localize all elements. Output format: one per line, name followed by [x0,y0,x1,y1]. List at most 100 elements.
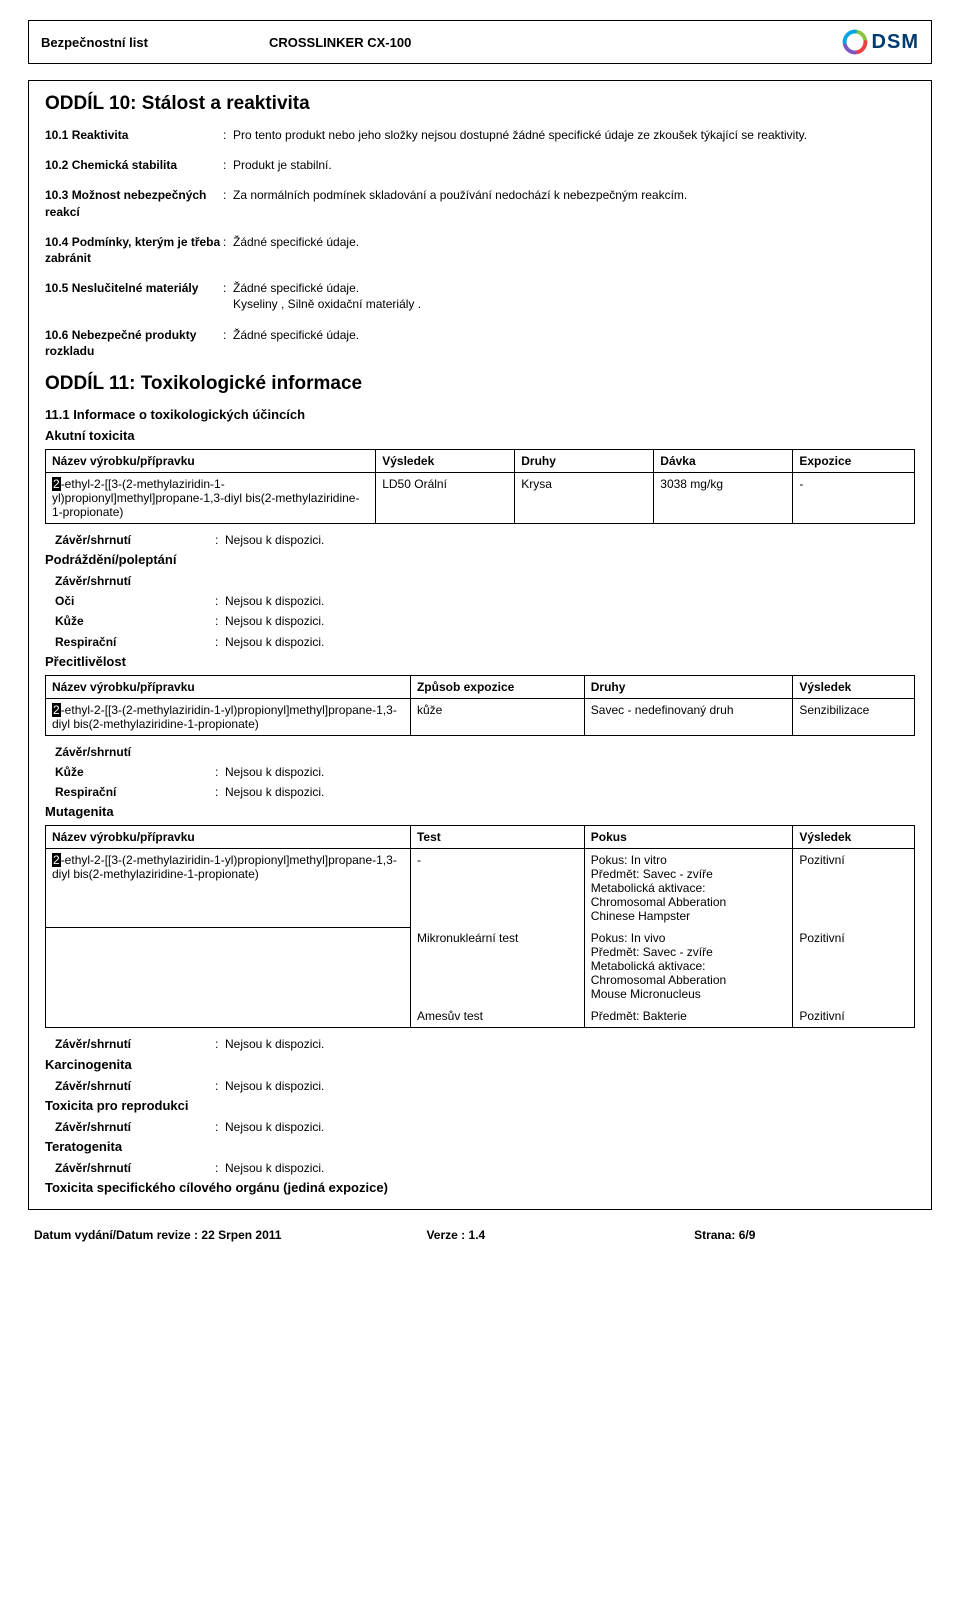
value-stability: Produkt je stabilní. [233,157,915,173]
page-header: Bezpečnostní list CROSSLINKER CX-100 DSM [28,20,932,64]
t2-h2: Druhy [584,675,793,698]
sensitization-table: Název výrobku/přípravku Způsob expozice … [45,675,915,736]
row-conclusion-2: Závěr/shrnutí [45,573,915,589]
t3-test-0: - [410,849,584,928]
t3-exp-2: Předmět: Bakterie [584,1005,793,1028]
dsm-logo-icon [842,29,868,55]
conclusion-label: Závěr/shrnutí [45,532,215,548]
t3-h3: Výsledek [793,826,915,849]
value-conditions: Žádné specifické údaje. [233,234,915,266]
t3-test-2: Amesův test [410,1005,584,1028]
conclusion-label: Závěr/shrnutí [45,1160,215,1176]
footer-version-value: 1.4 [469,1228,486,1242]
conclusion-label: Závěr/shrnutí [45,573,215,589]
resp-label: Respirační [45,634,215,650]
page-footer: Datum vydání/Datum revize : 22 Srpen 201… [28,1228,932,1242]
value-hazreact: Za normálních podmínek skladování a použ… [233,187,915,219]
value-incompat-1: Žádné specifické údaje. [233,280,915,296]
t3-exp-1: Pokus: In vivo Předmět: Savec - zvíře Me… [584,927,793,1005]
reprotox-label: Toxicita pro reprodukci [45,1098,915,1113]
footer-page-value: 6/9 [739,1228,756,1242]
not-available: Nejsou k dispozici. [225,613,915,629]
table-row: 2-ethyl-2-[[3-(2-methylaziridin-1-yl)pro… [46,698,915,735]
not-available: Nejsou k dispozici. [225,532,915,548]
table-row: 2-ethyl-2-[[3-(2-methylaziridin-1-yl)pro… [46,472,915,523]
row-decomp: 10.6 Nebezpečné produkty rozkladu : Žádn… [45,327,915,359]
content-box: ODDÍL 10: Stálost a reaktivita 10.1 Reak… [28,80,932,1210]
header-product: CROSSLINKER CX-100 [269,35,411,50]
skin-label: Kůže [45,613,215,629]
row-stability: 10.2 Chemická stabilita : Produkt je sta… [45,157,915,173]
stot-label: Toxicita specifického cílového orgánu (j… [45,1180,915,1195]
mutagenicity-table: Název výrobku/přípravku Test Pokus Výsle… [45,825,915,1028]
row-eyes: Oči : Nejsou k dispozici. [45,593,915,609]
label-incompat: 10.5 Neslučitelné materiály [45,280,223,312]
irritation-label: Podráždění/poleptání [45,552,915,567]
t1-h0: Název výrobku/přípravku [46,449,376,472]
t1-h2: Druhy [515,449,654,472]
row-hazreact: 10.3 Možnost nebezpečných reakcí : Za no… [45,187,915,219]
row-conditions: 10.4 Podmínky, kterým je třeba zabránit … [45,234,915,266]
teratogenicity-label: Teratogenita [45,1139,915,1154]
conclusion-label: Závěr/shrnutí [45,1119,215,1135]
acute-toxicity-label: Akutní toxicita [45,428,915,443]
skin-label: Kůže [45,764,215,780]
section-11-title: ODDÍL 11: Toxikologické informace [45,373,915,395]
t2-chem: 2-ethyl-2-[[3-(2-methylaziridin-1-yl)pro… [46,698,411,735]
footer-date-label: Datum vydání/Datum revize : [34,1228,198,1242]
label-hazreact: 10.3 Možnost nebezpečných reakcí [45,187,223,219]
dsm-logo: DSM [842,29,919,55]
row-skin: Kůže : Nejsou k dispozici. [45,613,915,629]
table-row: Mikronukleární test Pokus: In vivo Předm… [46,927,915,1005]
not-available: Nejsou k dispozici. [225,1160,915,1176]
label-conditions: 10.4 Podmínky, kterým je třeba zabránit [45,234,223,266]
carcinogenicity-label: Karcinogenita [45,1057,915,1072]
row-conclusion-4: Závěr/shrnutí : Nejsou k dispozici. [45,1036,915,1052]
not-available: Nejsou k dispozici. [225,634,915,650]
t3-h2: Pokus [584,826,793,849]
dsm-logo-text: DSM [872,31,919,54]
footer-version-label: Verze : [426,1228,465,1242]
conclusion-label: Závěr/shrnutí [45,744,215,760]
t3-exp-0: Pokus: In vitro Předmět: Savec - zvíře M… [584,849,793,928]
t2-result: Senzibilizace [793,698,915,735]
value-decomp: Žádné specifické údaje. [233,327,915,359]
row-conclusion-5: Závěr/shrnutí : Nejsou k dispozici. [45,1078,915,1094]
t1-h1: Výsledek [376,449,515,472]
t2-h0: Název výrobku/přípravku [46,675,411,698]
table-row: 2-ethyl-2-[[3-(2-methylaziridin-1-yl)pro… [46,849,915,928]
t3-h0: Název výrobku/přípravku [46,826,411,849]
mutagenicity-label: Mutagenita [45,804,915,819]
section-11-subtitle: 11.1 Informace o toxikologických účincíc… [45,407,915,422]
row-resp-2: Respirační : Nejsou k dispozici. [45,784,915,800]
t2-route: kůže [410,698,584,735]
row-resp: Respirační : Nejsou k dispozici. [45,634,915,650]
t1-chem: 2-ethyl-2-[[3-(2-methylaziridin-1-yl)pro… [46,472,376,523]
row-conclusion-7: Závěr/shrnutí : Nejsou k dispozici. [45,1160,915,1176]
footer-page-label: Strana: [694,1228,735,1242]
row-skin-2: Kůže : Nejsou k dispozici. [45,764,915,780]
not-available: Nejsou k dispozici. [225,593,915,609]
t1-h4: Expozice [793,449,915,472]
t3-chem: 2-ethyl-2-[[3-(2-methylaziridin-1-yl)pro… [46,849,411,928]
header-title: Bezpečnostní list [41,35,148,50]
conclusion-label: Závěr/shrnutí [45,1078,215,1094]
row-conclusion-6: Závěr/shrnutí : Nejsou k dispozici. [45,1119,915,1135]
section-10-title: ODDÍL 10: Stálost a reaktivita [45,93,915,115]
label-reactivity: 10.1 Reaktivita [45,127,223,143]
value-reactivity: Pro tento produkt nebo jeho složky nejso… [233,127,915,143]
t2-species: Savec - nedefinovaný druh [584,698,793,735]
t1-h3: Dávka [654,449,793,472]
row-conclusion-3: Závěr/shrnutí [45,744,915,760]
not-available: Nejsou k dispozici. [225,784,915,800]
value-incompat-2: Kyseliny , Silně oxidační materiály . [233,296,915,312]
row-incompat: 10.5 Neslučitelné materiály : Žádné spec… [45,280,915,312]
t3-res-1: Pozitivní [793,927,915,1005]
not-available: Nejsou k dispozici. [225,764,915,780]
label-decomp: 10.6 Nebezpečné produkty rozkladu [45,327,223,359]
t3-test-1: Mikronukleární test [410,927,584,1005]
t3-res-2: Pozitivní [793,1005,915,1028]
not-available: Nejsou k dispozici. [225,1036,915,1052]
t1-result: LD50 Orální [376,472,515,523]
footer-date-value: 22 Srpen 2011 [201,1228,281,1242]
